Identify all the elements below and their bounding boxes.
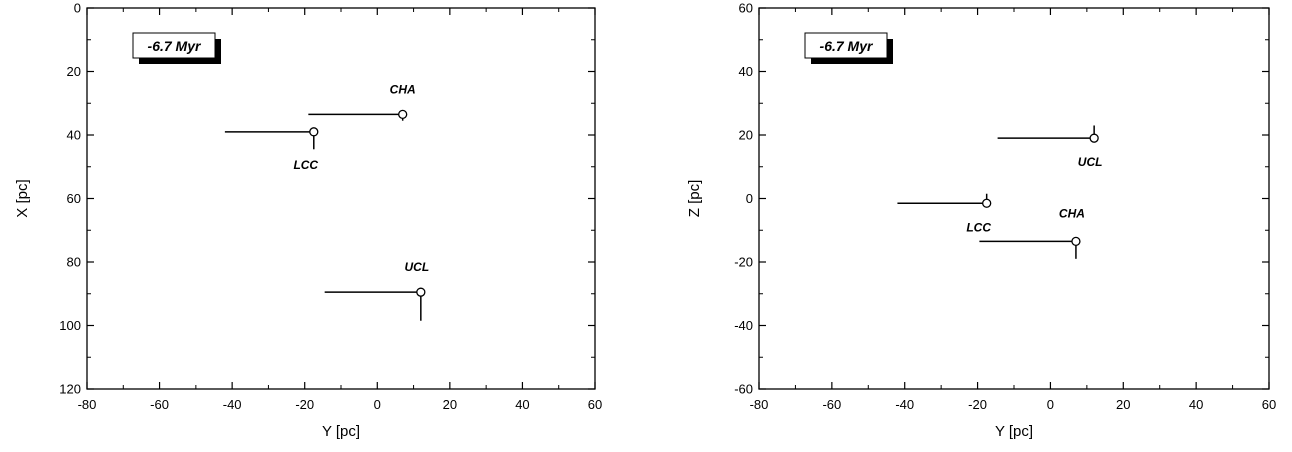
y-tick-label: 40 <box>67 128 81 143</box>
point-lcc: LCC <box>225 128 319 172</box>
point-cha: CHA <box>308 82 415 120</box>
time-annotation: -6.7 Myr <box>820 38 874 54</box>
x-tick-label: -80 <box>750 397 769 412</box>
x-tick-label: -40 <box>223 397 242 412</box>
data-point-marker <box>1090 134 1098 142</box>
data-point-marker <box>399 110 407 118</box>
y-tick-label: -60 <box>734 382 753 397</box>
y-tick-label: 20 <box>739 128 753 143</box>
x-tick-label: 20 <box>1116 397 1130 412</box>
y-tick-label: -20 <box>734 255 753 270</box>
plot-frame <box>87 8 595 389</box>
data-point-marker <box>1072 237 1080 245</box>
x-tick-label: 60 <box>588 397 602 412</box>
point-ucl: UCL <box>325 260 429 321</box>
y-tick-label: 60 <box>67 191 81 206</box>
x-tick-label: -20 <box>968 397 987 412</box>
data-point-marker <box>417 288 425 296</box>
x-tick-label: -40 <box>895 397 914 412</box>
x-tick-label: 0 <box>1047 397 1054 412</box>
point-label: UCL <box>1078 155 1103 169</box>
y-tick-label: 120 <box>59 382 81 397</box>
x-tick-label: 60 <box>1262 397 1276 412</box>
y-tick-label: 60 <box>739 1 753 16</box>
x-axis-title: Y [pc] <box>322 423 360 440</box>
x-axis-title: Y [pc] <box>995 423 1033 440</box>
y-axis-title: Z [pc] <box>686 180 703 218</box>
x-tick-label: -20 <box>295 397 314 412</box>
point-cha: CHA <box>979 206 1085 258</box>
x-tick-label: 0 <box>374 397 381 412</box>
x-tick-label: -60 <box>150 397 169 412</box>
x-tick-label: -80 <box>78 397 97 412</box>
panel-xy: -80 -60 -40 -20 0 20 40 60 0 20 40 60 80 100 120 Y [pc]… <box>14 1 602 441</box>
point-ucl: UCL <box>998 125 1103 169</box>
y-tick-label: 0 <box>74 1 81 16</box>
point-label: LCC <box>293 158 318 172</box>
time-annotation: -6.7 Myr <box>148 38 202 54</box>
y-axis-title: X [pc] <box>14 179 31 217</box>
point-label: CHA <box>390 82 416 96</box>
point-lcc: LCC <box>897 194 991 235</box>
y-tick-label: 20 <box>67 64 81 79</box>
y-tick-label: -40 <box>734 318 753 333</box>
data-point-marker <box>983 199 991 207</box>
x-tick-label: -60 <box>822 397 841 412</box>
data-point-marker <box>310 128 318 136</box>
point-label: CHA <box>1059 206 1085 220</box>
x-tick-label: 20 <box>443 397 457 412</box>
plot-frame <box>759 8 1269 389</box>
x-tick-label: 40 <box>1189 397 1203 412</box>
x-tick-label: 40 <box>515 397 529 412</box>
y-tick-label: 40 <box>739 64 753 79</box>
y-tick-label: 80 <box>67 255 81 270</box>
y-tick-label: 100 <box>59 318 81 333</box>
y-tick-label: 0 <box>746 191 753 206</box>
point-label: LCC <box>966 220 991 234</box>
point-label: UCL <box>404 260 429 274</box>
